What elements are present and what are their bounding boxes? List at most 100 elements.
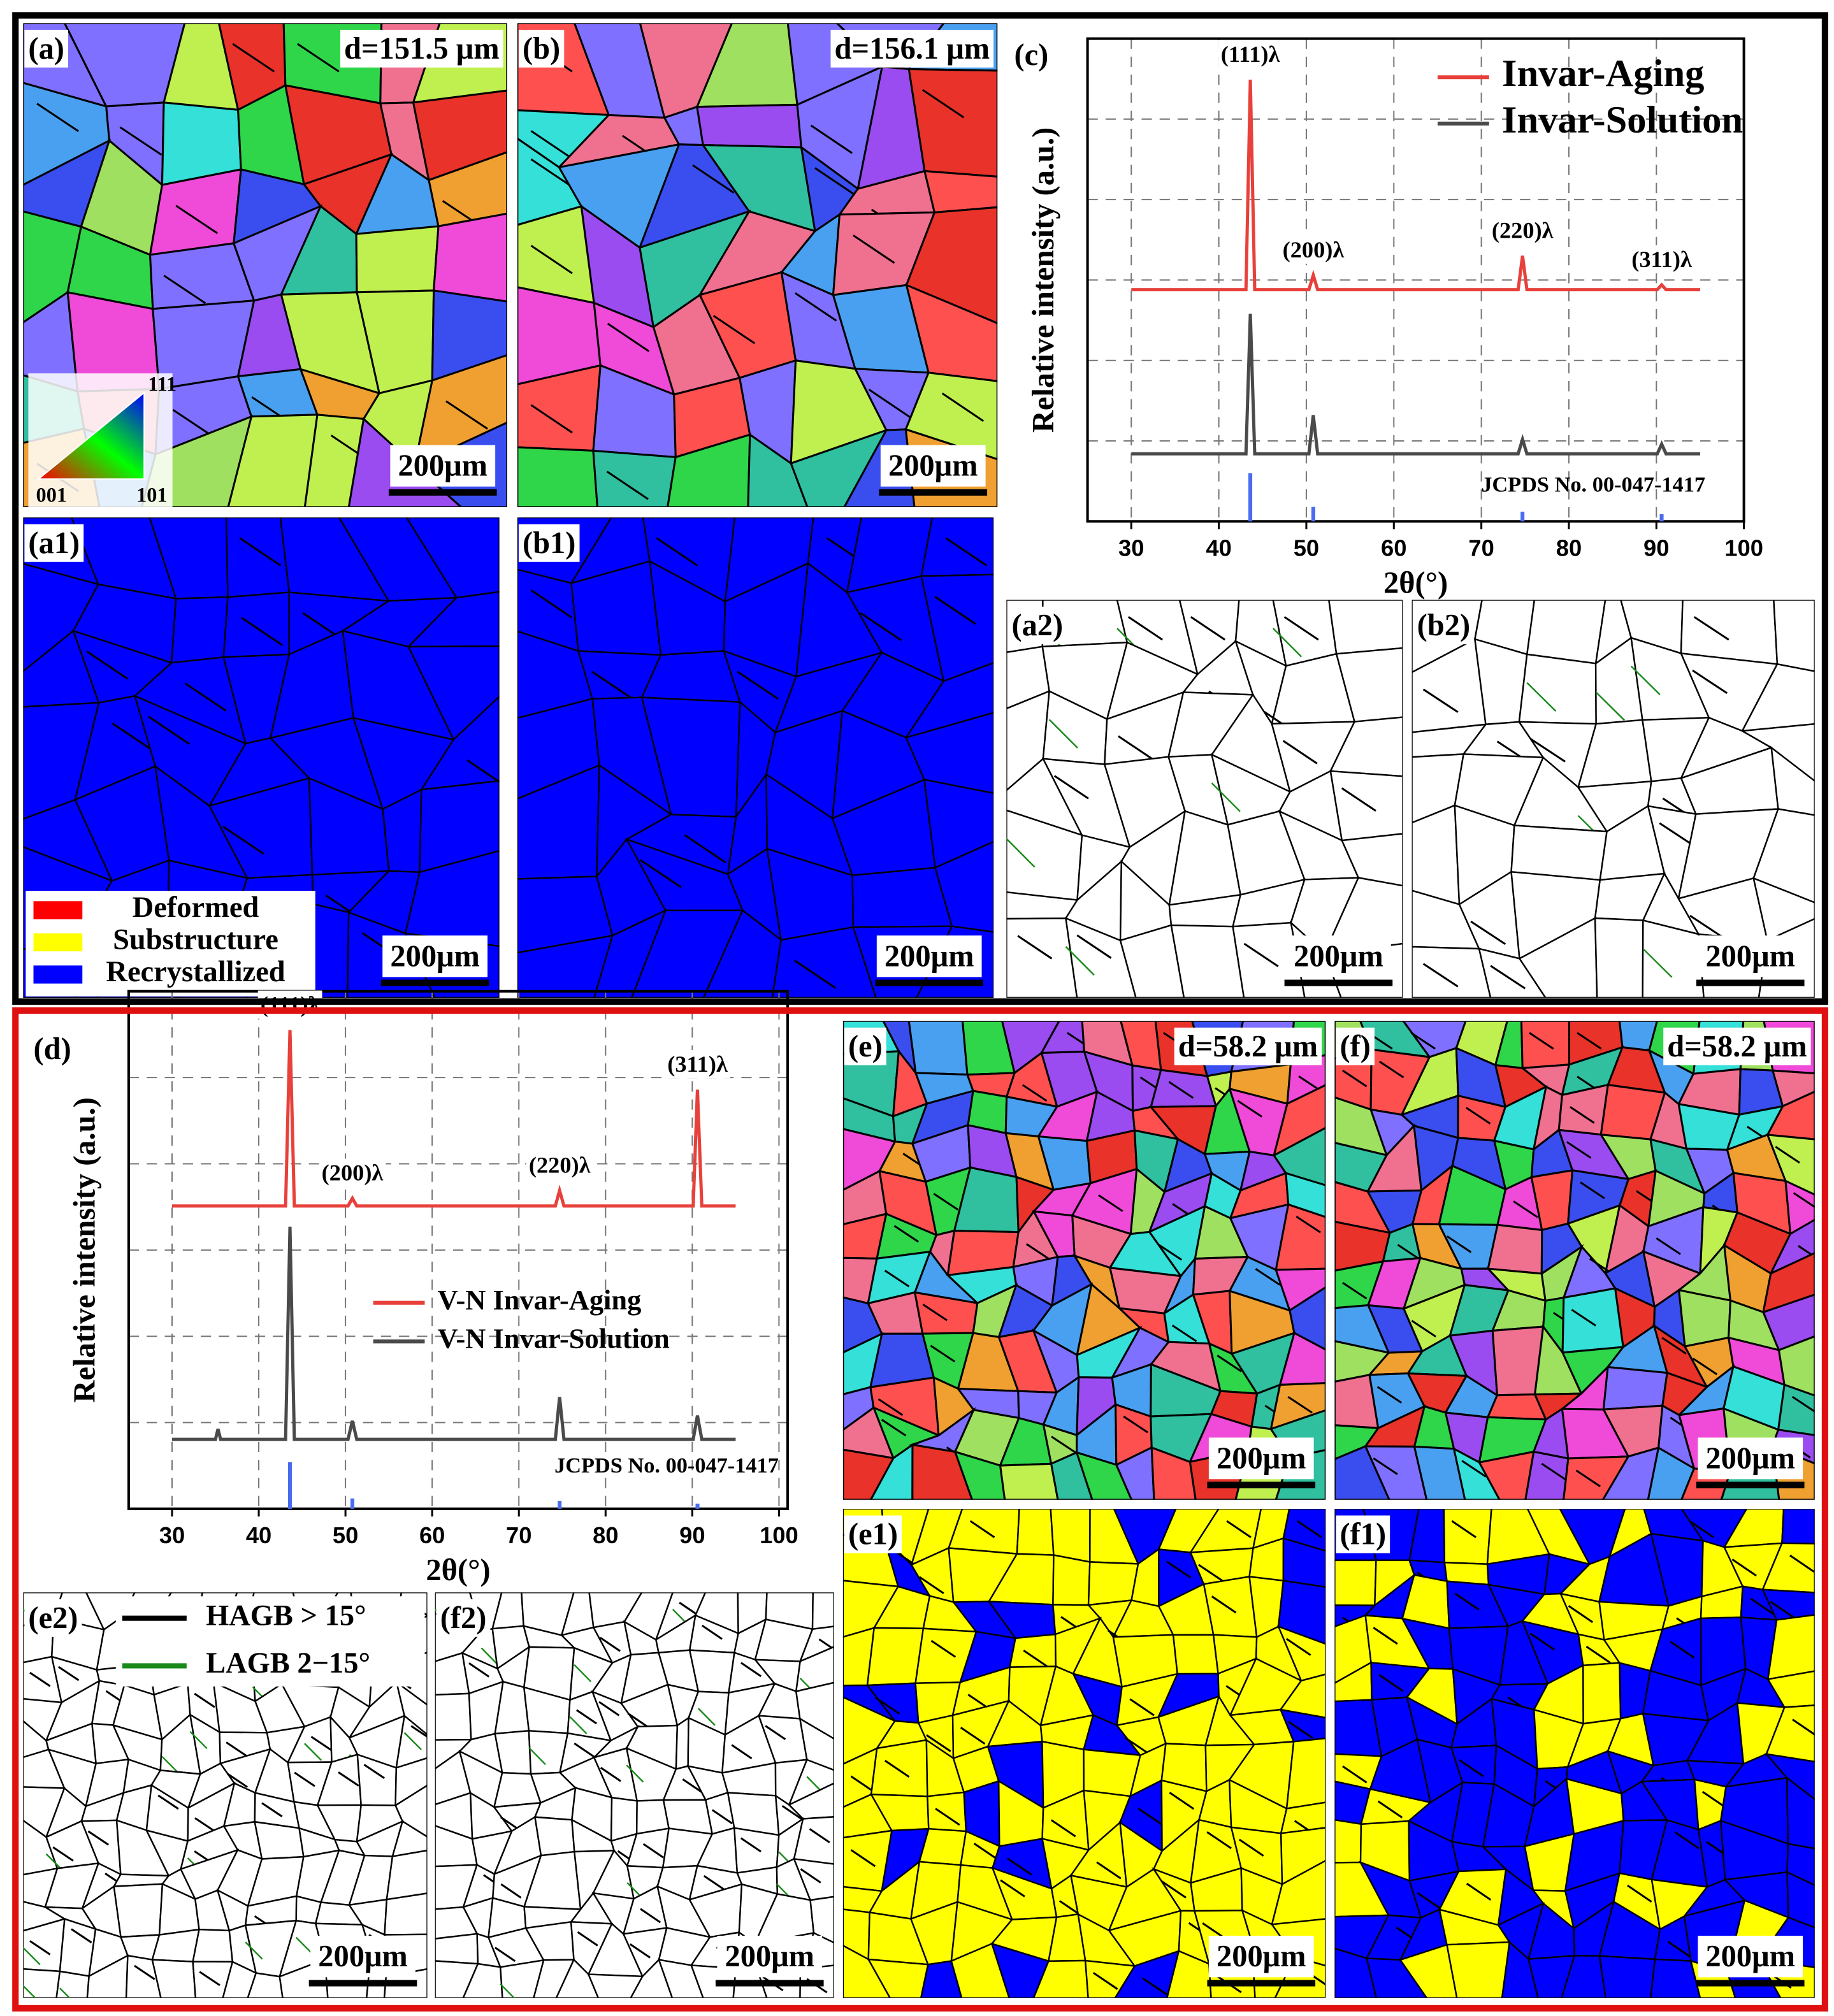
grain-size: d=156.1 μm bbox=[835, 32, 990, 66]
grain bbox=[1114, 1950, 1180, 1998]
grain bbox=[1761, 1293, 1815, 1351]
panel-label-box bbox=[1010, 36, 1053, 75]
reference-stick bbox=[558, 1501, 562, 1509]
grain bbox=[151, 1928, 201, 1962]
twin-boundary bbox=[737, 670, 779, 700]
twin-boundary bbox=[945, 537, 988, 566]
x-tick-label: 80 bbox=[593, 1522, 618, 1548]
twin-boundary bbox=[1451, 1520, 1477, 1538]
scale-bar-label: 200μm bbox=[1294, 939, 1383, 973]
twin-boundary bbox=[1373, 1627, 1398, 1645]
panel-label-box bbox=[518, 29, 565, 68]
twin-boundary bbox=[71, 1928, 92, 1944]
x-tick-label: 60 bbox=[419, 1522, 445, 1548]
twin-boundary bbox=[868, 389, 911, 418]
grain bbox=[733, 1827, 780, 1874]
grain bbox=[555, 1958, 600, 1998]
panel-label-box bbox=[518, 524, 580, 562]
twin-boundary bbox=[119, 126, 162, 156]
twin-boundary bbox=[1342, 1765, 1368, 1783]
micrograph bbox=[842, 1508, 1326, 1998]
scale-bar bbox=[1696, 979, 1805, 986]
twin-boundary bbox=[640, 859, 682, 888]
twin-boundary bbox=[495, 1947, 516, 1962]
grain bbox=[1561, 1955, 1607, 1998]
xrd-line bbox=[172, 1030, 736, 1208]
grain bbox=[394, 1757, 428, 1807]
grain bbox=[1289, 1286, 1326, 1351]
panel-label: (d) bbox=[34, 1032, 71, 1066]
grain bbox=[404, 850, 500, 947]
lagb bbox=[23, 1985, 37, 1998]
twin-boundary bbox=[1689, 1520, 1714, 1538]
x-tick-label: 40 bbox=[1206, 535, 1231, 561]
grain bbox=[1563, 1455, 1630, 1500]
twin-boundary bbox=[466, 759, 500, 783]
panel-label-box bbox=[24, 29, 68, 68]
reference-stick bbox=[1659, 514, 1664, 522]
twin-boundary bbox=[1161, 1880, 1187, 1899]
twin-boundary bbox=[874, 1696, 900, 1715]
twin-boundary bbox=[881, 1418, 907, 1437]
grain bbox=[1075, 1451, 1133, 1500]
twin-boundary bbox=[960, 1727, 986, 1745]
grain bbox=[1016, 1508, 1055, 1556]
twin-boundary bbox=[1129, 1698, 1155, 1717]
panel-label: (a) bbox=[28, 32, 64, 66]
grain bbox=[1786, 1871, 1815, 1929]
twin-boundary bbox=[1342, 1069, 1368, 1088]
twin-boundary bbox=[157, 1794, 179, 1810]
twin-boundary bbox=[1076, 934, 1112, 959]
x-axis-label: 2θ(°) bbox=[426, 1553, 490, 1587]
grain bbox=[1527, 1954, 1576, 1998]
panel-label-box bbox=[1413, 607, 1475, 645]
grain bbox=[798, 1717, 834, 1771]
twin-boundary bbox=[926, 1734, 951, 1752]
grain bbox=[592, 449, 677, 508]
twin-boundary bbox=[1166, 1560, 1192, 1579]
grain bbox=[1518, 653, 1597, 725]
twin-boundary bbox=[294, 1771, 315, 1787]
micrograph bbox=[517, 23, 998, 508]
grain bbox=[1285, 1738, 1326, 1810]
twin-boundary bbox=[800, 1868, 821, 1883]
grain bbox=[222, 1961, 257, 1998]
scale-bar bbox=[1207, 1481, 1316, 1488]
grain bbox=[1269, 1382, 1326, 1431]
peak-label: (311)λ bbox=[1631, 247, 1692, 272]
twin-boundary bbox=[941, 392, 985, 422]
lagb bbox=[626, 1764, 644, 1783]
twin-boundary bbox=[893, 1225, 920, 1243]
x-tick-label: 70 bbox=[506, 1522, 531, 1548]
lagb bbox=[161, 1755, 180, 1775]
twin-boundary bbox=[1417, 1892, 1442, 1910]
grain bbox=[587, 1973, 644, 1998]
legend-label: V-N Invar-Aging bbox=[438, 1284, 642, 1316]
twin-boundary bbox=[184, 682, 227, 712]
twin-boundary bbox=[884, 1759, 910, 1778]
twin-boundary bbox=[1570, 1105, 1595, 1124]
lagb bbox=[1272, 628, 1303, 658]
scale-bar-label-box bbox=[382, 935, 488, 977]
twin-boundary bbox=[1791, 1395, 1815, 1413]
twin-boundary bbox=[877, 1398, 904, 1416]
grain bbox=[934, 840, 994, 933]
grain bbox=[923, 169, 998, 213]
grain bbox=[225, 517, 291, 598]
grain bbox=[435, 1933, 479, 1965]
map-legend-label: Deformed bbox=[133, 891, 259, 924]
grain bbox=[1278, 1331, 1326, 1386]
grain bbox=[1009, 1633, 1057, 1668]
grain bbox=[1487, 1223, 1543, 1275]
scale-bar-label: 200μm bbox=[1217, 1441, 1306, 1475]
twin-boundary bbox=[814, 167, 857, 197]
grain bbox=[1594, 917, 1644, 998]
grain bbox=[151, 1959, 197, 1998]
grain bbox=[462, 1962, 503, 1998]
grain bbox=[1765, 1704, 1815, 1763]
twin-boundary bbox=[1667, 1941, 1693, 1959]
twin-boundary bbox=[1466, 1882, 1492, 1901]
twin-boundary bbox=[577, 1931, 598, 1947]
twin-boundary bbox=[1051, 1436, 1076, 1453]
twin-boundary bbox=[935, 1808, 960, 1826]
